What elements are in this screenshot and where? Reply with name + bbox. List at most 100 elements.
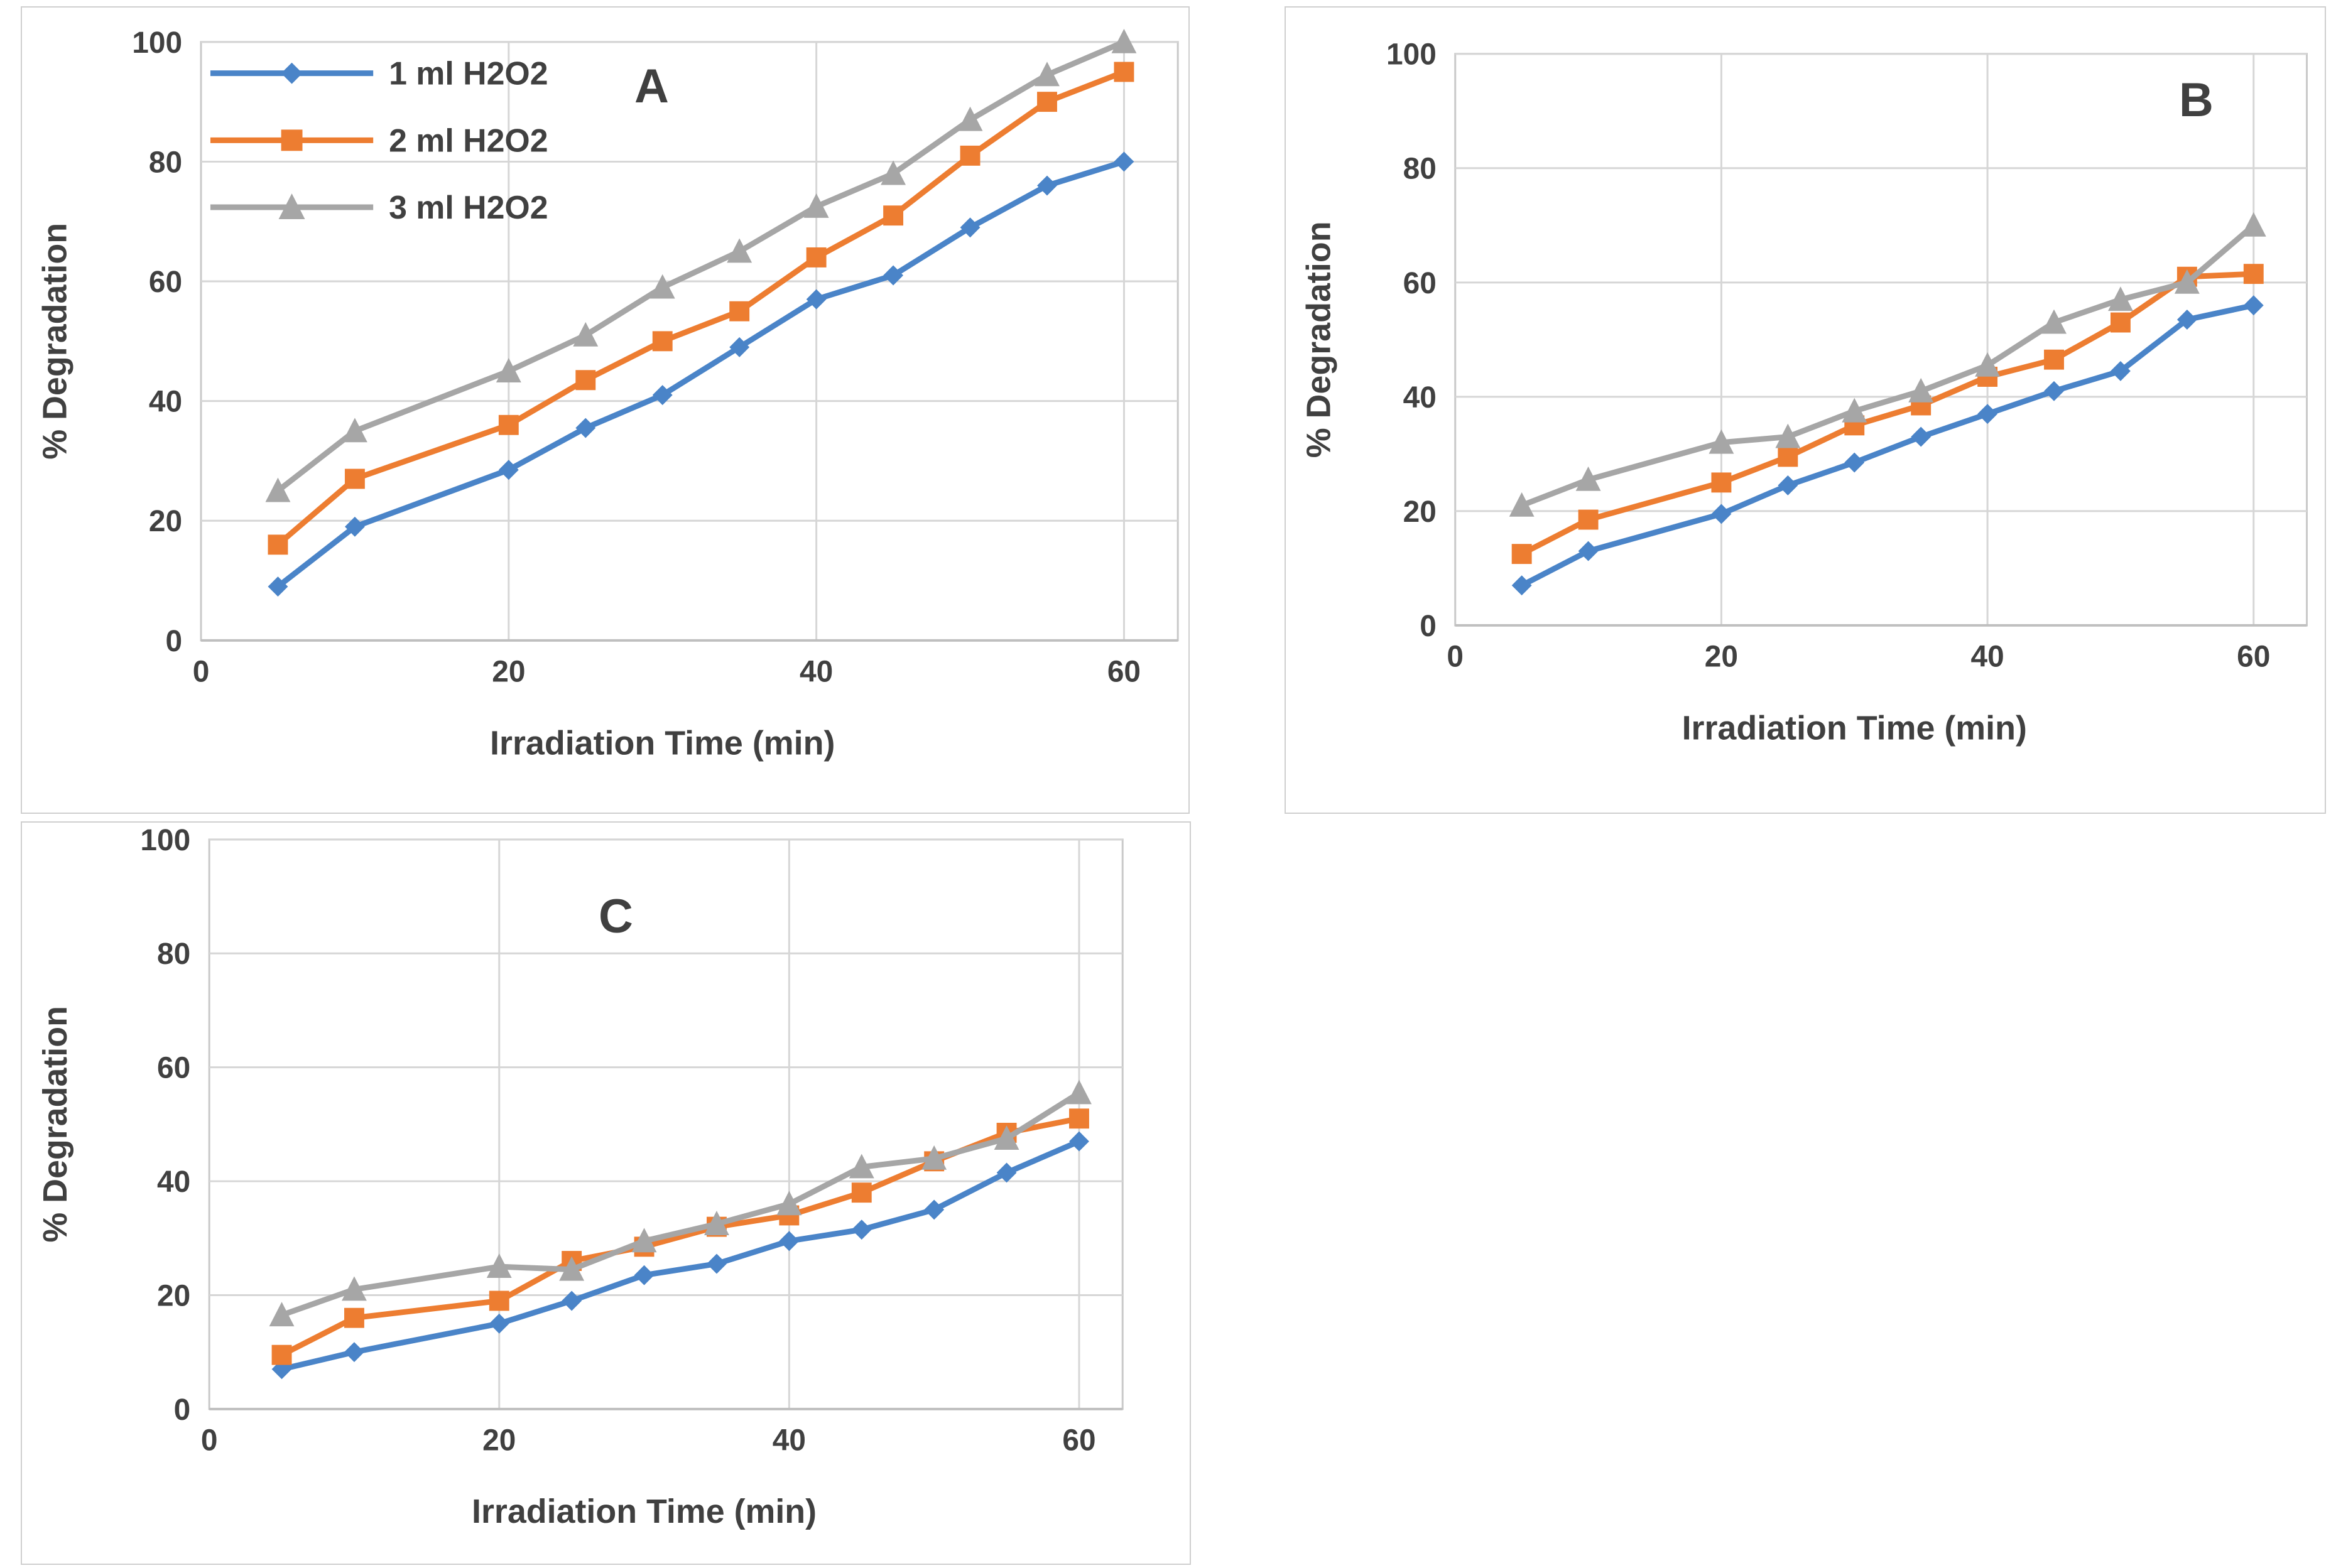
y-tick-label: 80 <box>149 146 182 179</box>
y-tick-label: 20 <box>1403 495 1437 529</box>
series-marker-square <box>1778 446 1798 467</box>
x-tick-label: 60 <box>1107 656 1141 689</box>
series-marker-diamond <box>1511 575 1532 596</box>
x-tick-label: 40 <box>1970 641 2004 674</box>
series-marker-triangle <box>2174 269 2200 294</box>
y-tick-label: 0 <box>165 625 182 658</box>
y-tick-label: 100 <box>140 824 190 857</box>
x-tick-label: 40 <box>773 1424 806 1457</box>
series-marker-diamond <box>1911 426 1932 447</box>
series-marker-triangle <box>2041 309 2067 334</box>
panel-letter-b: B <box>2179 73 2214 127</box>
series-marker-square <box>729 301 750 322</box>
series-marker-triangle <box>1111 28 1137 53</box>
series-marker-square <box>851 1182 872 1203</box>
series-marker-square <box>271 1344 292 1365</box>
y-tick-label: 80 <box>157 938 190 971</box>
series-marker-diamond <box>575 418 596 438</box>
chart-panel-b: 0 20 40 60 0 20 40 60 80 100 Irradiation Time (min… <box>1285 6 2326 814</box>
series-marker-square <box>1037 92 1057 112</box>
series-marker-triangle <box>2241 212 2266 237</box>
y-tick-label: 40 <box>1403 381 1437 414</box>
series-marker-triangle <box>1775 423 1801 448</box>
y-tick-label: 20 <box>149 505 182 538</box>
y-axis-title: % Degradation <box>1300 221 1337 458</box>
series-marker-square <box>344 1307 364 1328</box>
series-marker-triangle <box>1035 62 1060 87</box>
y-tick-label: 80 <box>1403 153 1437 186</box>
series-marker-diamond <box>489 1313 509 1334</box>
series-marker-diamond <box>2044 381 2064 401</box>
legend-label: 1 ml H2O2 <box>389 55 548 92</box>
series-marker-triangle <box>921 1145 947 1170</box>
series-marker-triangle <box>994 1125 1019 1150</box>
y-tick-label: 0 <box>1420 610 1437 643</box>
series-marker-diamond <box>806 289 827 310</box>
chart-c-canvas: 0 20 40 60 0 20 40 60 80 100 Irradiation Time (min… <box>36 824 1124 1530</box>
series-marker-diamond <box>2176 310 2197 330</box>
x-tick-label: 0 <box>193 656 210 689</box>
series-marker-diamond <box>2243 295 2264 316</box>
y-tick-label: 100 <box>1386 38 1437 72</box>
series-marker-square <box>960 145 981 166</box>
series-marker-triangle <box>1575 466 1601 491</box>
y-axis-title: % Degradation <box>36 223 74 460</box>
series-marker-square <box>575 370 596 391</box>
series-marker-triangle <box>496 358 521 382</box>
series-marker-square <box>268 534 288 555</box>
x-tick-label: 0 <box>1447 641 1464 674</box>
legend-label: 2 ml H2O2 <box>389 122 548 158</box>
x-axis-title: Irradiation Time (min) <box>490 724 835 762</box>
series-marker-diamond <box>729 337 750 357</box>
legend-marker-diamond <box>281 62 303 84</box>
chart-panel-a: 0 20 40 60 0 20 40 60 80 100 Irradiation Time (min… <box>21 6 1190 814</box>
series-marker-diamond <box>634 1265 655 1285</box>
panel-letter-c: C <box>599 890 633 943</box>
plot-border <box>200 41 1179 642</box>
series-marker-square <box>1711 472 1732 493</box>
series-marker-diamond <box>1114 151 1134 172</box>
series-marker-diamond <box>562 1290 582 1311</box>
y-tick-label: 0 <box>174 1393 191 1427</box>
series-marker-square <box>2110 312 2131 333</box>
series-marker-diamond <box>1977 404 1998 424</box>
series-marker-triangle <box>342 1276 367 1301</box>
series-marker-triangle <box>1908 377 1934 403</box>
y-tick-label: 60 <box>1403 267 1437 300</box>
series-marker-diamond <box>1578 541 1599 561</box>
y-tick-label: 20 <box>157 1279 190 1312</box>
series-marker-diamond <box>1069 1131 1089 1152</box>
series-marker-triangle <box>881 160 906 185</box>
series-marker-triangle <box>342 418 367 443</box>
series-line-1-ml-h2o2 <box>1520 302 2254 588</box>
x-axis-title: Irradiation Time (min) <box>1682 709 2027 747</box>
series-marker-triangle <box>1975 352 2001 377</box>
series-marker-square <box>344 468 365 489</box>
series-marker-diamond <box>924 1199 945 1220</box>
series-marker-triangle <box>727 238 753 263</box>
series-marker-triangle <box>1709 429 1734 454</box>
series-marker-triangle <box>486 1253 512 1279</box>
series-marker-square <box>2044 349 2064 370</box>
plot-border <box>1454 53 2308 627</box>
y-tick-label: 100 <box>132 26 182 60</box>
x-tick-label: 60 <box>1062 1424 1095 1457</box>
series-marker-triangle <box>559 1256 585 1281</box>
series-marker-square <box>652 331 673 352</box>
x-tick-label: 20 <box>492 656 525 689</box>
series-marker-triangle <box>265 477 291 502</box>
x-tick-label: 0 <box>201 1424 218 1457</box>
series-marker-diamond <box>883 265 904 286</box>
series-marker-triangle <box>1842 397 1867 423</box>
series-marker-triangle <box>269 1302 295 1327</box>
y-tick-label: 40 <box>149 386 182 419</box>
series-marker-square <box>883 205 904 226</box>
series-marker-triangle <box>2107 286 2133 311</box>
series-marker-square <box>806 247 827 268</box>
series-marker-square <box>498 414 519 435</box>
series-marker-square <box>1578 509 1599 530</box>
x-tick-label: 60 <box>2237 641 2270 674</box>
series-marker-diamond <box>1711 504 1732 524</box>
series-marker-triangle <box>704 1211 729 1236</box>
